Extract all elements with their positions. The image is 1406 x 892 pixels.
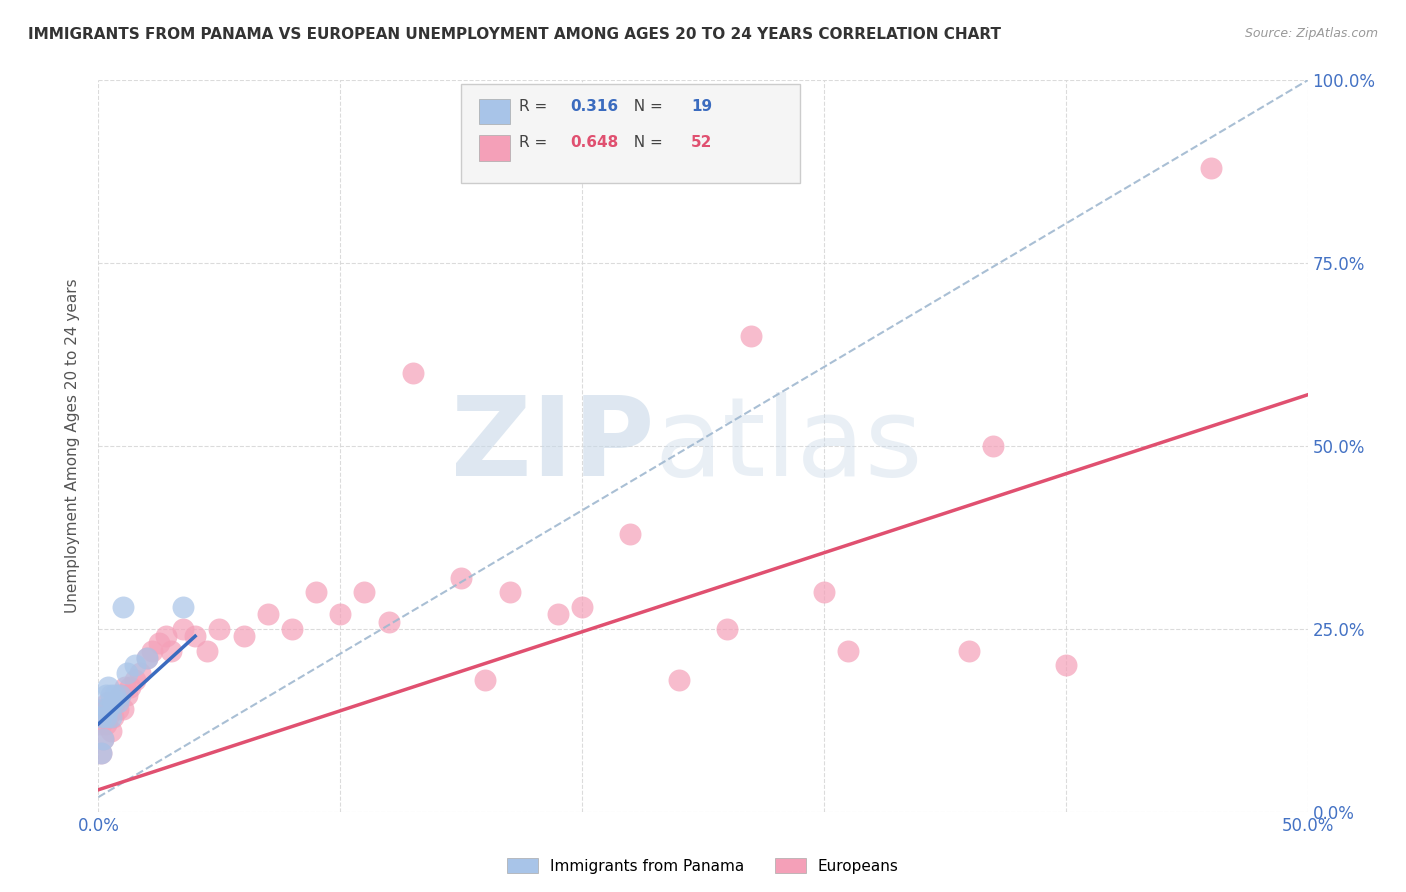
Point: [90, 746, 112, 760]
Point: [91, 702, 114, 716]
Point: [571, 599, 593, 614]
Point: [107, 702, 129, 716]
Point: [716, 622, 738, 636]
Point: [957, 644, 980, 658]
Point: [97, 695, 120, 709]
FancyBboxPatch shape: [479, 135, 509, 161]
Point: [100, 724, 122, 739]
Point: [90, 746, 112, 760]
Text: 0.648: 0.648: [569, 135, 619, 150]
Point: [91, 731, 114, 746]
Point: [91, 731, 114, 746]
Point: [155, 629, 177, 643]
Point: [172, 622, 194, 636]
Point: [117, 688, 139, 702]
Point: [100, 709, 122, 723]
Point: [135, 651, 157, 665]
Point: [91, 709, 114, 723]
Point: [118, 681, 141, 695]
Point: [813, 585, 835, 599]
Point: [94, 702, 117, 716]
Point: [97, 702, 120, 716]
Point: [474, 673, 496, 687]
Text: N =: N =: [624, 99, 668, 113]
Point: [101, 709, 124, 723]
Point: [668, 673, 690, 687]
Point: [981, 439, 1004, 453]
Point: [124, 673, 146, 687]
Point: [124, 658, 146, 673]
Point: [281, 622, 304, 636]
Point: [160, 644, 183, 658]
Text: Source: ZipAtlas.com: Source: ZipAtlas.com: [1244, 27, 1378, 40]
Point: [305, 585, 328, 599]
Point: [148, 636, 170, 650]
Point: [547, 607, 569, 622]
Point: [111, 599, 134, 614]
Point: [104, 688, 127, 702]
Text: R =: R =: [519, 135, 553, 150]
Point: [172, 599, 194, 614]
Point: [619, 526, 641, 541]
Point: [377, 615, 399, 629]
FancyBboxPatch shape: [461, 84, 800, 183]
Point: [94, 709, 117, 723]
Legend: Immigrants from Panama, Europeans: Immigrants from Panama, Europeans: [502, 852, 904, 880]
FancyBboxPatch shape: [479, 99, 509, 124]
Text: 19: 19: [690, 99, 711, 113]
Text: ZIP: ZIP: [451, 392, 655, 500]
Point: [256, 607, 278, 622]
Point: [117, 665, 139, 680]
Text: 0.316: 0.316: [569, 99, 619, 113]
Point: [195, 644, 218, 658]
Point: [184, 629, 207, 643]
Point: [128, 665, 150, 680]
Point: [108, 688, 131, 702]
Point: [141, 644, 163, 658]
Point: [208, 622, 231, 636]
Point: [90, 709, 112, 723]
Point: [498, 585, 520, 599]
Point: [100, 688, 122, 702]
Point: [353, 585, 375, 599]
Point: [111, 702, 134, 716]
Point: [100, 702, 122, 716]
Point: [450, 571, 472, 585]
Point: [402, 366, 425, 380]
Text: N =: N =: [624, 135, 668, 150]
Y-axis label: Unemployment Among Ages 20 to 24 years: Unemployment Among Ages 20 to 24 years: [65, 278, 80, 614]
Text: 52: 52: [690, 135, 713, 150]
Point: [104, 695, 127, 709]
Point: [740, 329, 762, 343]
Point: [329, 607, 352, 622]
Point: [232, 629, 254, 643]
Point: [107, 695, 129, 709]
Point: [101, 695, 124, 709]
Point: [94, 688, 117, 702]
Point: [114, 681, 136, 695]
Point: [97, 709, 120, 723]
Point: [94, 717, 117, 731]
Text: R =: R =: [519, 99, 553, 113]
Point: [97, 681, 120, 695]
Point: [837, 644, 859, 658]
Point: [1199, 161, 1222, 175]
Point: [90, 717, 112, 731]
Point: [135, 651, 157, 665]
Text: IMMIGRANTS FROM PANAMA VS EUROPEAN UNEMPLOYMENT AMONG AGES 20 TO 24 YEARS CORREL: IMMIGRANTS FROM PANAMA VS EUROPEAN UNEMP…: [28, 27, 1001, 42]
Point: [108, 688, 131, 702]
Text: atlas: atlas: [655, 392, 924, 500]
Point: [1054, 658, 1077, 673]
